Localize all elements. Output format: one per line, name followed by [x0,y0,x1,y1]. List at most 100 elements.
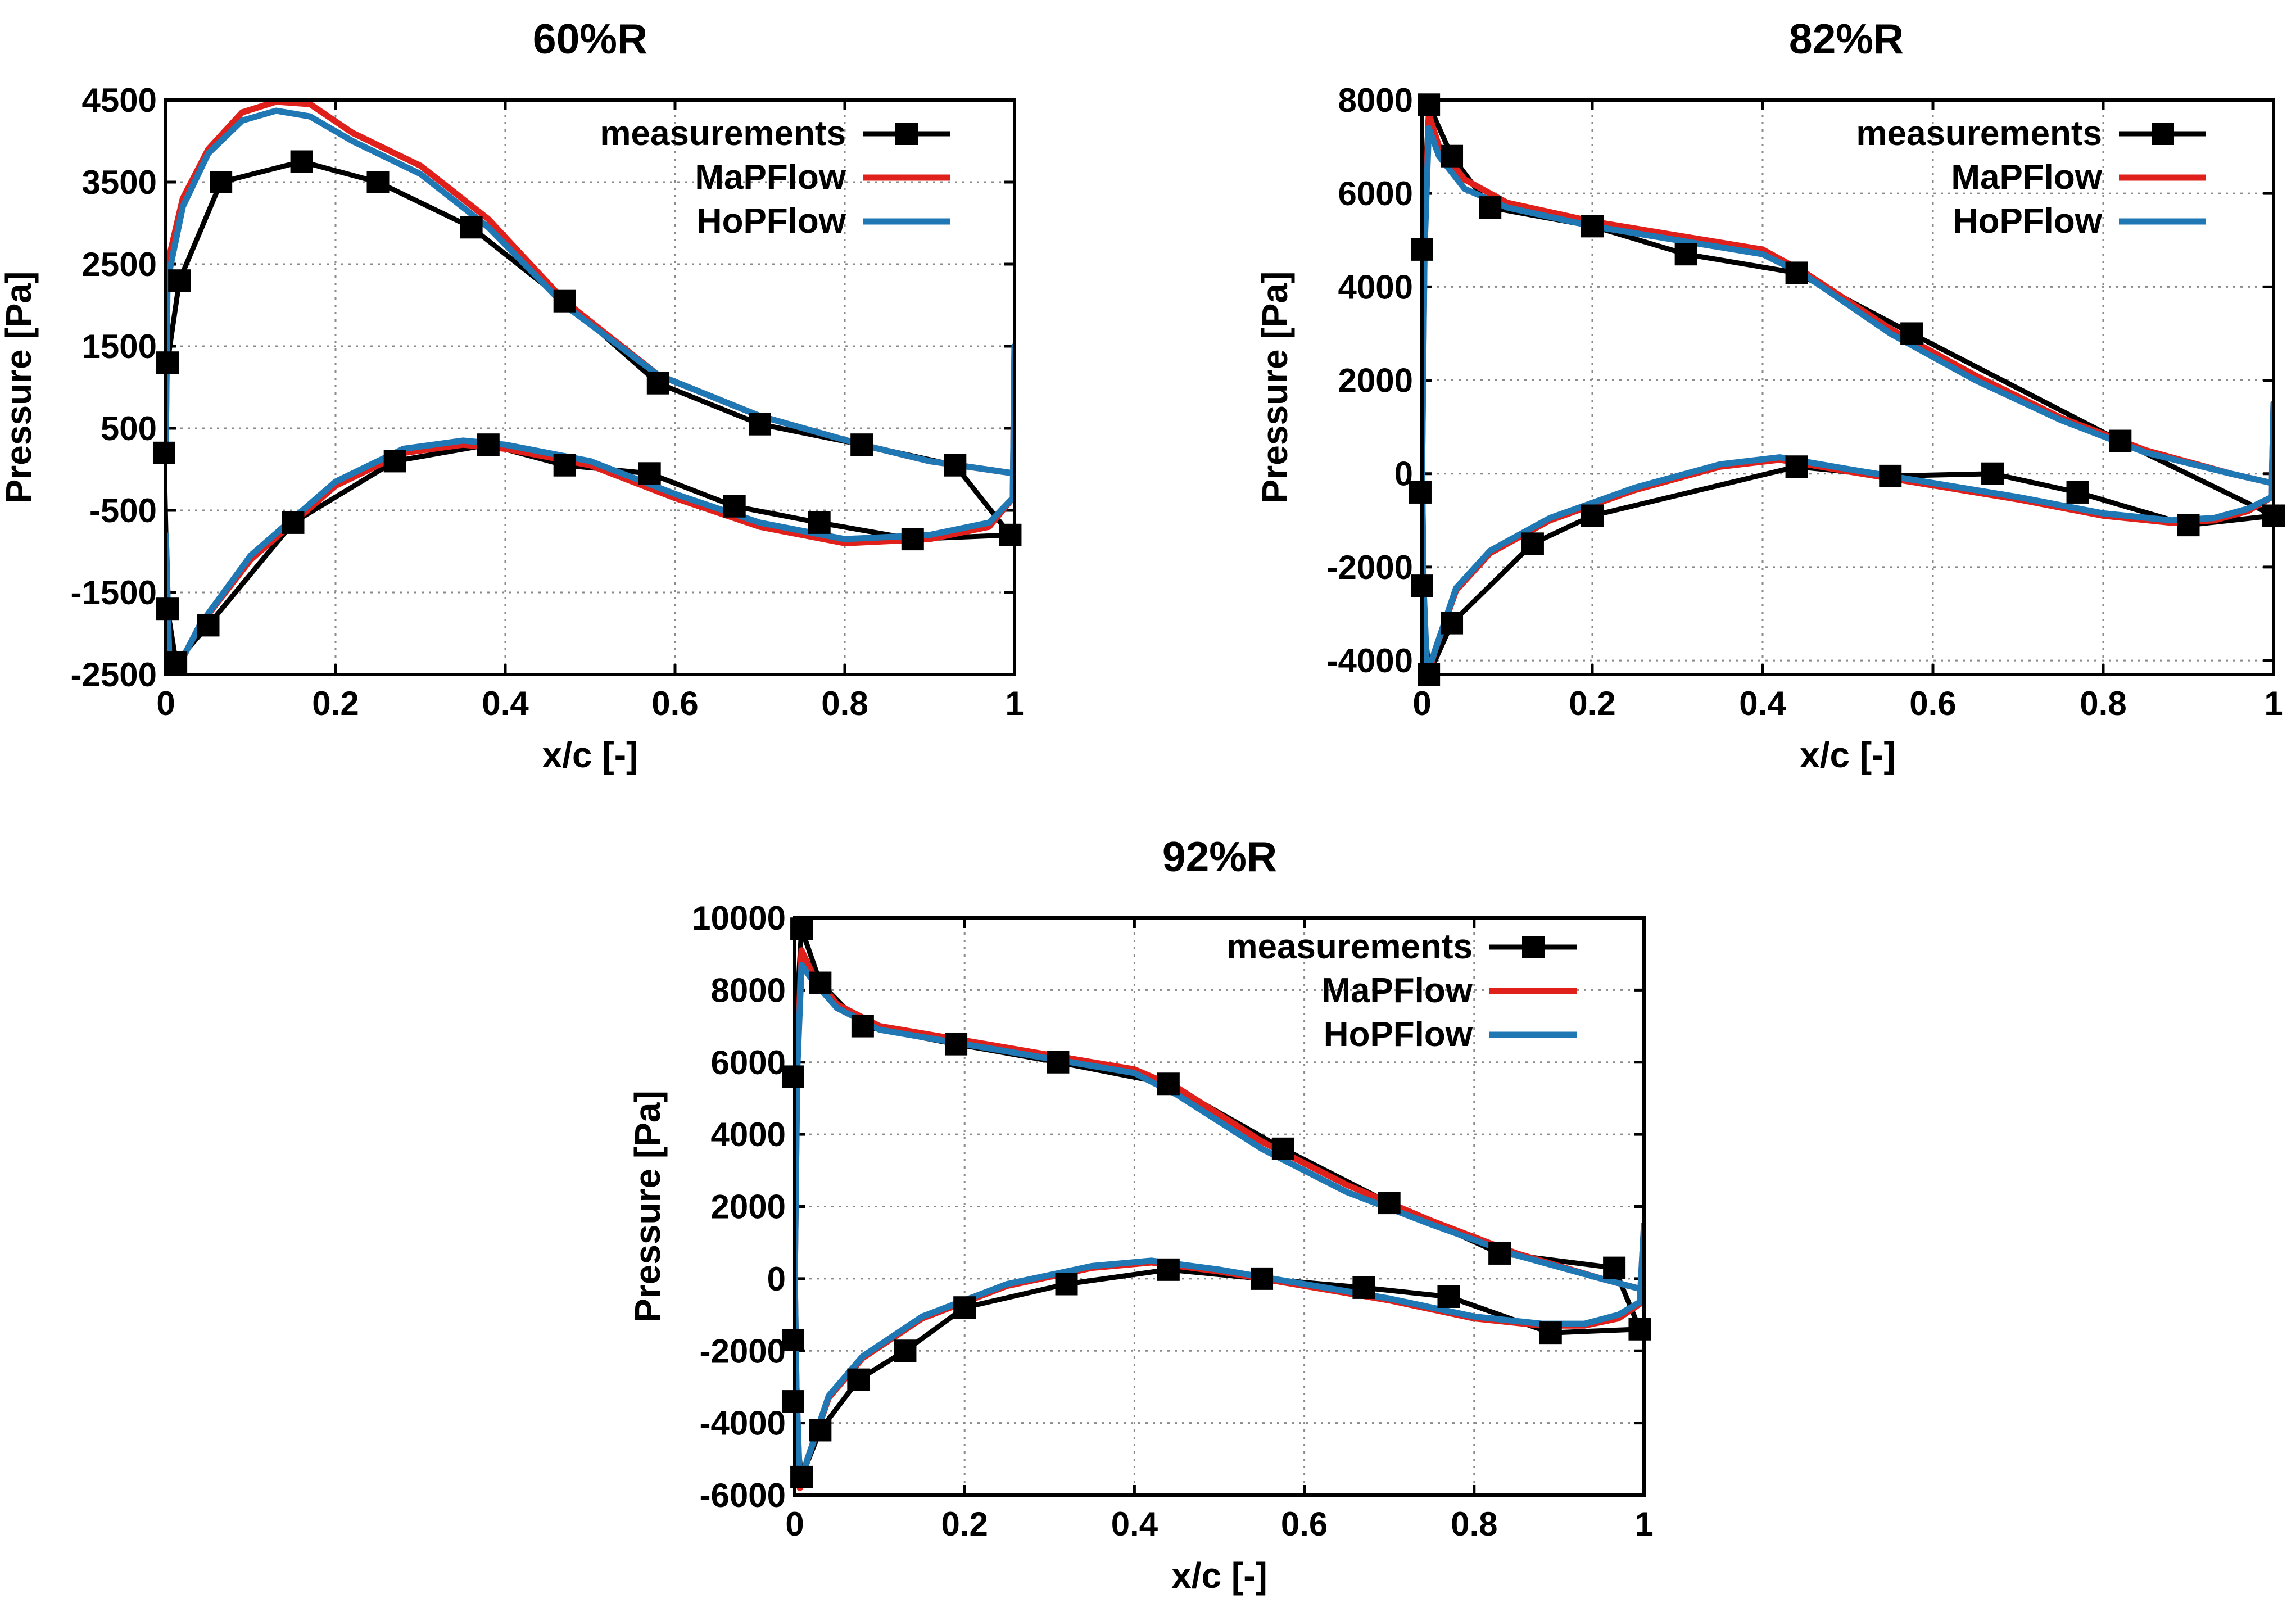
y-tick-label: -1500 [71,574,157,612]
measurement-point [1674,243,1697,266]
measurement-point [1628,1318,1651,1341]
measurement-point [945,1033,968,1056]
measurement-point [901,528,924,551]
plot-area [166,100,1015,669]
measurement-point [638,462,661,485]
y-tick-label: 2000 [1338,362,1413,400]
legend: measurements MaPFlow HoPFlow [1856,114,2206,241]
y-tick-label: -4000 [700,1405,786,1442]
y-tick-label: 4000 [711,1116,786,1153]
x-tick-label: 0.8 [2080,685,2126,722]
chart-panel-82pct-r: 82%R0 0.2 0.4 0.6 0.8 1-4000-2000020004000600… [1255,15,2285,775]
measurement-point [723,495,746,518]
series-line-hopflow [166,107,1015,669]
legend-label-measurements: measurements [1856,114,2102,153]
x-tick-label: 1 [1005,685,1024,722]
x-tick-label: 0.2 [941,1505,988,1543]
measurement-point [2177,514,2200,537]
x-tick-label: 1 [2264,685,2283,722]
legend-label-measurements: measurements [1226,927,1473,966]
measurement-point [1581,504,1604,527]
y-tick-label: 6000 [1338,175,1413,212]
plot-frame [1420,98,2275,676]
series-line-measurements [166,159,1013,665]
x-tick-label: 0.8 [821,685,868,722]
y-tick-label: -500 [89,492,157,529]
y-tick-label: 1500 [82,328,157,365]
legend-label-hopflow: HoPFlow [1953,202,2103,241]
measurement-point [460,216,483,239]
measurement-point [749,413,771,436]
series-line-hopflow [795,961,1644,1488]
y-axis-label: Pressure [Pa] [627,1090,668,1323]
x-tick-label: 0 [1412,685,1431,722]
y-tick-label: 0 [767,1260,786,1298]
legend-label-hopflow: HoPFlow [697,202,846,241]
y-tick-label: 4000 [1338,268,1413,306]
legend-marker [895,123,918,145]
legend-marker [2152,123,2174,145]
x-tick-label: 0.6 [651,685,698,722]
x-tick-label: 0.6 [1281,1505,1328,1543]
measurement-point [809,971,832,994]
measurement-point [383,450,406,473]
y-tick-label: -2000 [700,1332,786,1370]
measurement-point [1047,1051,1070,1074]
y-tick-label: 6000 [711,1044,786,1081]
x-tick-label: 1 [1634,1505,1653,1543]
legend-label-mapflow: MaPFlow [695,158,846,197]
measurement-point [850,433,873,456]
measurement-point [282,511,305,534]
measurement-point [1157,1258,1180,1281]
x-tick-label: 0 [785,1505,804,1543]
legend-marker [1522,936,1545,958]
y-tick-label: 8000 [711,971,786,1009]
legend-label-measurements: measurements [600,114,846,153]
measurement-point [1437,1285,1460,1308]
measurement-point [1785,261,1808,284]
measurement-point [1157,1072,1180,1096]
measurement-point [1879,464,1902,487]
measurement-point [1981,462,2004,485]
measurement-point [165,651,188,674]
chart-title: 60%R [533,15,647,62]
x-tick-label: 0.2 [312,685,359,722]
measurement-point [999,523,1022,546]
measurement-point [1352,1276,1375,1299]
legend: measurements MaPFlow HoPFlow [600,114,950,241]
measurement-point [1785,455,1808,478]
measurement-point [1441,144,1464,168]
y-tick-label: 4500 [82,82,157,119]
measurement-point [953,1296,976,1319]
y-tick-label: 3500 [82,164,157,201]
measurement-point [1251,1267,1274,1290]
measurement-point [809,1419,832,1442]
measurement-point [168,269,191,292]
x-tick-label: 0 [156,685,175,722]
measurement-point [152,441,175,464]
measurement-point [1603,1256,1626,1279]
measurement-point [366,171,390,193]
measurement-point [1900,322,1923,345]
measurement-point [646,372,669,395]
measurement-point [477,433,500,456]
measurement-point [1539,1321,1562,1345]
y-tick-label: -2500 [71,656,157,694]
y-tick-label: -6000 [700,1477,786,1514]
measurement-point [944,454,967,477]
measurement-point [808,511,831,534]
measurement-point [1055,1273,1078,1296]
x-tick-label: 0.6 [1909,685,1956,722]
measurement-point [553,454,576,477]
measurement-point [781,1065,804,1088]
x-axis-label: x/c [-] [542,735,638,775]
x-axis-label: x/c [-] [1800,735,1896,775]
measurement-point [210,171,233,193]
x-tick-label: 0.4 [1111,1505,1158,1543]
x-axis-label: x/c [-] [1171,1555,1267,1596]
measurement-point [1378,1192,1401,1215]
y-axis-label: Pressure [Pa] [1255,271,1295,504]
measurement-point [553,289,576,313]
chart-title: 92%R [1162,833,1277,880]
measurement-point [156,597,179,621]
